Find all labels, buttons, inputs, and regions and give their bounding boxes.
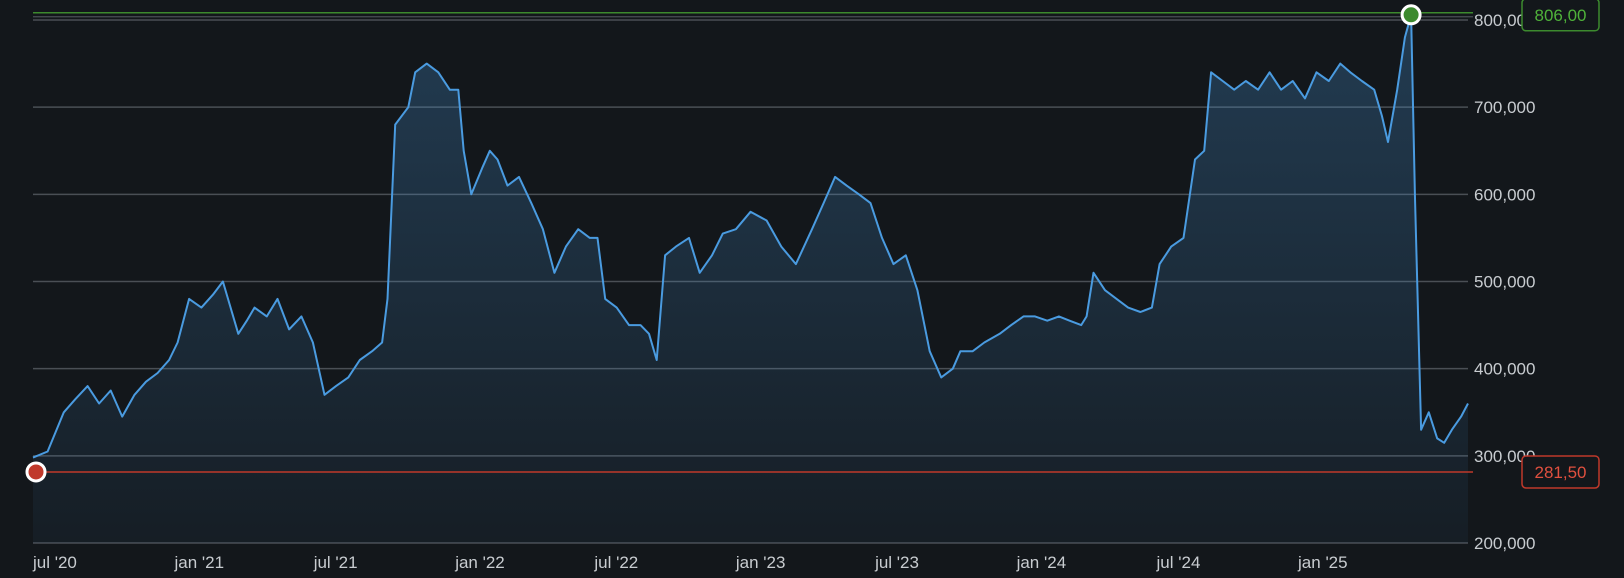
x-tick-label: jan '25 xyxy=(1297,553,1348,572)
x-tick-label: jul '20 xyxy=(32,553,77,572)
series-line xyxy=(32,13,1469,459)
high-badge: 806,00 xyxy=(1521,0,1600,32)
low-marker xyxy=(25,461,47,483)
series-area xyxy=(33,14,1468,544)
x-tick-label: jan '21 xyxy=(174,553,225,572)
line-layer xyxy=(32,13,1469,459)
x-tick-label: jul '24 xyxy=(1156,553,1201,572)
y-axis-ticks: 200,000 300,000 400,000 500,000 600,000 700,0… xyxy=(1474,11,1535,553)
high-badge-box xyxy=(1521,0,1600,32)
y-tick-label: 300,000 xyxy=(1474,447,1535,466)
reference-lines xyxy=(33,12,1473,473)
x-tick-label: jul '21 xyxy=(313,553,358,572)
y-tick-label: 200,000 xyxy=(1474,534,1535,553)
area-layer xyxy=(33,14,1468,544)
low-badge-box xyxy=(1521,455,1600,489)
y-tick-label: 700,000 xyxy=(1474,98,1535,117)
high-badge-text: 806,00 xyxy=(1535,6,1587,25)
x-tick-label: jul '22 xyxy=(593,553,638,572)
y-tick-label: 500,000 xyxy=(1474,273,1535,292)
marker-layer: 806,00 281,50 xyxy=(25,0,1600,489)
low-badge-text: 281,50 xyxy=(1535,463,1587,482)
x-tick-label: jan '23 xyxy=(735,553,786,572)
x-tick-label: jan '24 xyxy=(1016,553,1067,572)
low-badge: 281,50 xyxy=(1521,455,1600,489)
y-tick-label: 600,000 xyxy=(1474,185,1535,204)
y-tick-label: 400,000 xyxy=(1474,360,1535,379)
y-tick-label: 800,000 xyxy=(1474,11,1535,30)
x-tick-label: jul '23 xyxy=(874,553,919,572)
x-axis-ticks: jul '20 jan '21 jul '21 jan '22 jul '22 jan '… xyxy=(32,553,1348,572)
x-tick-label: jan '22 xyxy=(454,553,505,572)
high-marker xyxy=(1400,4,1422,26)
